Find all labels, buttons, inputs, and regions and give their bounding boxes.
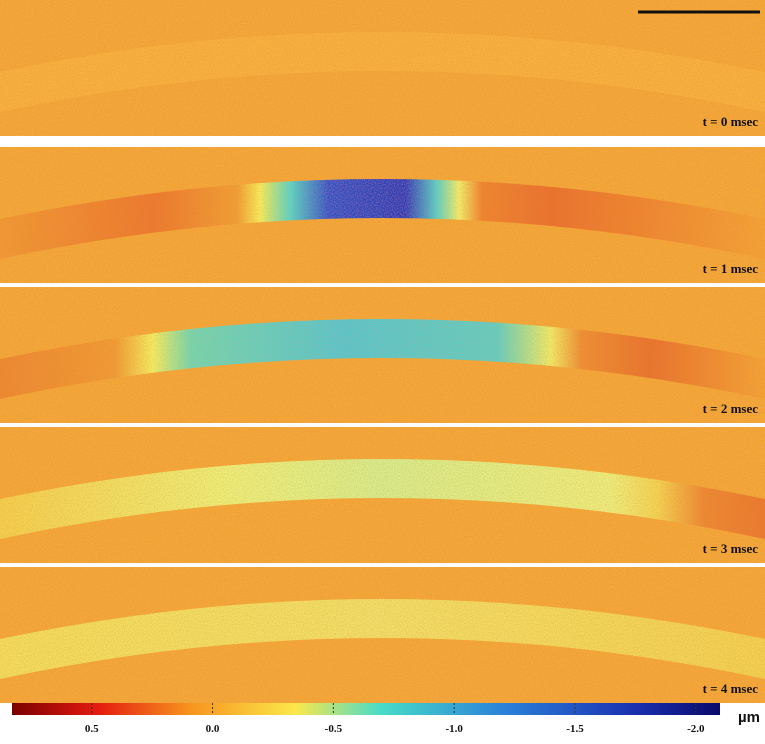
colorbar-tick-label: -0.5 [325, 723, 343, 735]
panel-label: t = 2 msec [703, 401, 759, 416]
colorbar [12, 703, 720, 715]
panel: t = 3 msec [0, 427, 765, 563]
panels: t = 0 msec t = 1 msec t = 2 msec t = 3 msec… [0, 0, 765, 703]
colorbar-tick-label: 0.0 [206, 723, 220, 735]
colorbar-tick-label: -1.0 [445, 723, 463, 735]
tissue-band [0, 179, 765, 259]
panel-label: t = 0 msec [703, 114, 759, 129]
panel-label: t = 1 msec [703, 261, 759, 276]
panel: t = 4 msec [0, 567, 765, 703]
colorbar-tick-label: -2.0 [687, 723, 705, 735]
colorbar-tick-label: 0.5 [85, 723, 99, 735]
colorbar-tick-label: -1.5 [566, 723, 584, 735]
tissue-band [0, 599, 765, 679]
panel-label: t = 3 msec [703, 541, 759, 556]
panel: t = 1 msec [0, 147, 765, 283]
tissue-band [0, 32, 765, 112]
panel-label: t = 4 msec [703, 681, 759, 696]
unit-label: µm [738, 709, 760, 726]
tissue-band [0, 459, 765, 539]
panel: t = 0 msec [0, 0, 765, 136]
panel: t = 2 msec [0, 287, 765, 423]
tissue-band [0, 319, 765, 399]
colorbar-ticks: 0.5 0.0 -0.5 -1.0 -1.5 -2.0 [85, 703, 705, 735]
